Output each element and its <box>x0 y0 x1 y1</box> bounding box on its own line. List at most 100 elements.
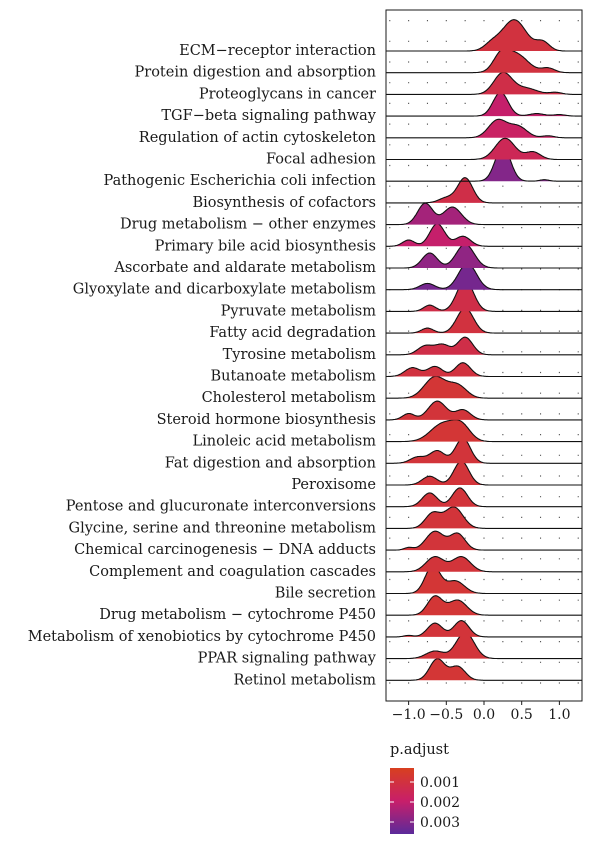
legend-ticks: 0.001 0.002 0.003 <box>390 775 460 831</box>
ridge-outline <box>386 487 582 508</box>
pathway-label: Tyrosine metabolism <box>223 347 377 363</box>
ridge-outline <box>386 620 582 638</box>
ridge-row <box>386 91 582 117</box>
ridge-density <box>386 223 582 247</box>
ridge-density <box>386 362 582 377</box>
pathway-label: Focal adhesion <box>266 152 376 168</box>
ridge-row <box>386 620 582 638</box>
ridge-outline <box>386 137 582 161</box>
ridge-outline <box>386 658 582 681</box>
ridge-row <box>386 658 582 681</box>
pathway-label: Fatty acid degradation <box>209 325 376 341</box>
x-tick-label: 0.0 <box>473 707 495 723</box>
ridge-outline <box>386 506 582 529</box>
x-axis: −1.0 −0.5 0.0 0.5 1.0 <box>392 701 571 723</box>
ridge-density <box>386 376 582 399</box>
ridge-outline <box>386 362 582 378</box>
ridge-density <box>386 620 582 637</box>
color-legend: p.adjust 0.001 0.002 0.003 <box>390 742 460 834</box>
ridge-outline <box>386 279 582 312</box>
ridge-row <box>386 460 582 486</box>
plot-panel-background <box>386 10 582 701</box>
legend-tick-label: 0.003 <box>420 815 460 831</box>
legend-colorbar <box>390 768 414 834</box>
pathway-label: Ascorbate and aldarate metabolism <box>113 260 376 276</box>
ridge-row <box>386 375 582 399</box>
ridge-density <box>386 119 582 138</box>
ridge-row <box>386 400 582 421</box>
ridge-outline <box>386 564 582 595</box>
pathway-label: Steroid hormone biosynthesis <box>157 412 376 428</box>
ridge-outline <box>386 307 582 334</box>
ridge-density <box>386 565 582 594</box>
ridge-outline <box>386 460 582 486</box>
ridge-row <box>386 556 582 573</box>
ridge-row <box>386 118 582 139</box>
ridge-outline <box>386 118 582 139</box>
ridge-row <box>386 530 582 551</box>
ridge-density <box>386 632 582 659</box>
pathway-label: Drug metabolism − other enzymes <box>120 217 376 233</box>
pathway-label: Regulation of actin cytoskeleton <box>139 130 376 146</box>
pathway-label: Chemical carcinogenesis − DNA adducts <box>74 542 376 558</box>
ridge-outline <box>386 400 582 421</box>
ridge-outline <box>386 202 582 226</box>
ridge-series <box>386 19 582 681</box>
ridge-outline <box>386 556 582 573</box>
ridge-outline <box>386 243 582 269</box>
ridge-density <box>386 138 582 160</box>
pathway-label: Linoleic acid metabolism <box>193 434 377 450</box>
ridge-row <box>386 506 582 529</box>
pathway-labels: ECM−receptor interaction Protein digestio… <box>28 43 377 688</box>
pathway-label: Cholesterol metabolism <box>202 390 377 406</box>
pathway-label: Drug metabolism − cytochrome P450 <box>99 607 376 623</box>
ridge-outline <box>386 177 582 204</box>
ridge-row <box>386 419 582 443</box>
ridge-outline <box>386 47 582 74</box>
pathway-label: Butanoate metabolism <box>211 369 377 385</box>
ridge-outline <box>386 631 582 660</box>
x-tick-label: 0.5 <box>511 707 533 723</box>
ridge-row <box>386 19 582 52</box>
ridge-row <box>386 262 582 291</box>
x-tick-label: −0.5 <box>429 707 463 723</box>
ridge-row <box>386 307 582 334</box>
ridge-density <box>386 19 582 51</box>
ridge-density <box>386 531 582 551</box>
ridge-row <box>386 564 582 595</box>
ridge-outline <box>386 336 582 356</box>
pathway-label: ECM−receptor interaction <box>179 43 376 59</box>
pathway-label: Protein digestion and absorption <box>135 65 377 81</box>
ridge-row <box>386 595 582 616</box>
ridge-row <box>386 631 582 660</box>
x-tick-label: 1.0 <box>548 707 570 723</box>
pathway-label: Pathogenic Escherichia coli infection <box>103 173 376 189</box>
pathway-label: Glycine, serine and threonine metabolism <box>69 520 377 536</box>
ridge-density <box>386 48 582 73</box>
ridge-outline <box>386 595 582 616</box>
ridge-density <box>386 203 582 225</box>
ridge-density <box>386 461 582 485</box>
legend-title: p.adjust <box>390 742 449 758</box>
ridge-outline <box>386 71 582 95</box>
ridge-row <box>386 279 582 312</box>
pathway-label: TGF−beta signaling pathway <box>161 108 376 124</box>
ridge-outline <box>386 375 582 399</box>
ridge-row <box>386 437 582 464</box>
pathway-label: Pentose and glucuronate interconversions <box>66 499 376 515</box>
ridge-row <box>386 177 582 204</box>
ridge-density <box>386 487 582 507</box>
ridge-row <box>386 336 582 356</box>
ridge-row <box>386 487 582 508</box>
ridge-density <box>386 244 582 268</box>
ridge-outline <box>386 262 582 291</box>
pathway-label: PPAR signaling pathway <box>198 651 377 667</box>
ridge-outline <box>386 419 582 443</box>
ridge-density <box>386 438 582 464</box>
pathway-label: Bile secretion <box>275 586 376 602</box>
ridge-density <box>386 556 582 572</box>
legend-tick-label: 0.002 <box>420 795 460 811</box>
ridge-outline <box>386 91 582 117</box>
ridge-row <box>386 362 582 378</box>
ridge-row <box>386 47 582 74</box>
